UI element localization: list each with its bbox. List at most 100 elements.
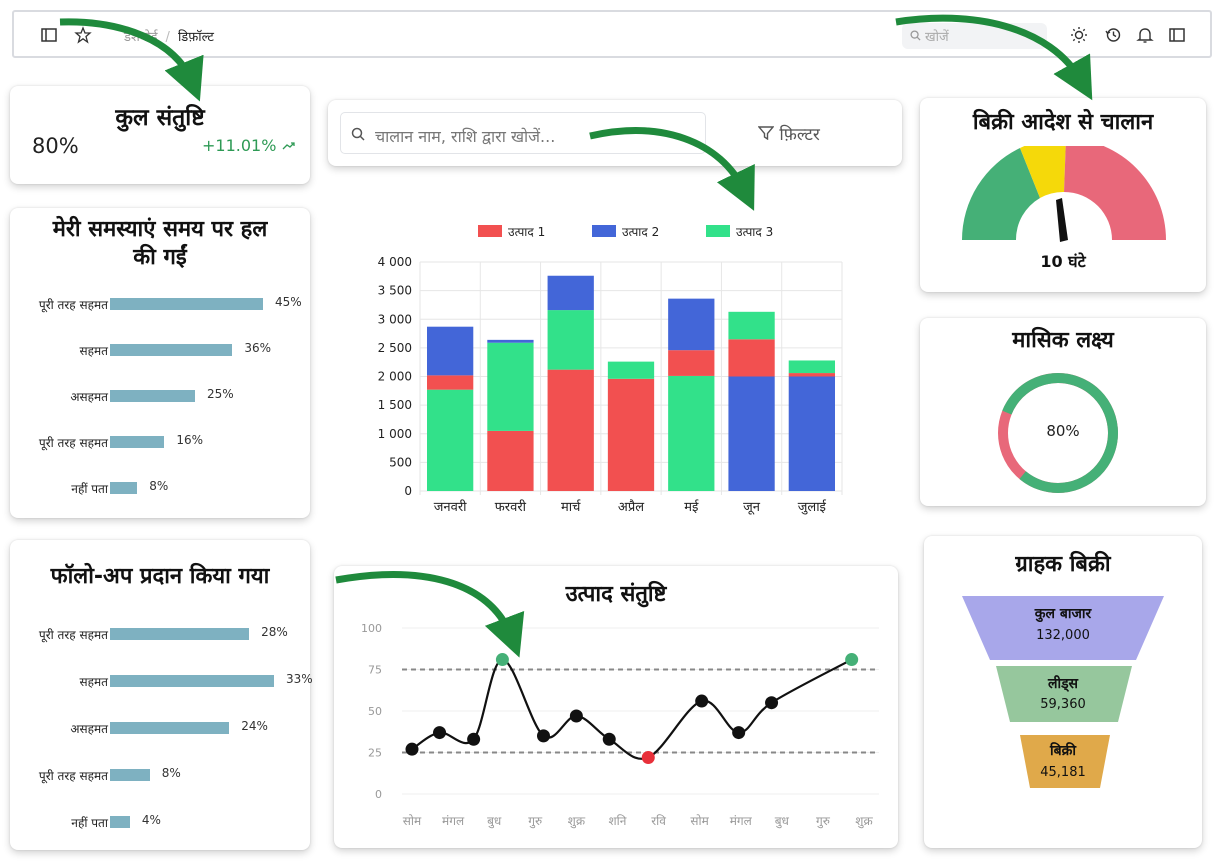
history-icon[interactable] xyxy=(1104,26,1122,44)
bar-row-label: असहमत xyxy=(70,390,108,404)
data-point xyxy=(405,742,419,756)
x-tick-label: जुलाई xyxy=(798,499,827,515)
bar-row-label: नहीं पता xyxy=(71,482,108,496)
x-tick-label: सोम xyxy=(690,814,709,828)
data-point xyxy=(765,696,779,710)
satisfaction-change-value: +11.01% xyxy=(202,136,277,155)
data-point xyxy=(845,653,859,667)
legend-label: उत्पाद 2 xyxy=(622,225,659,239)
bar-row-label: पूरी तरह सहमत xyxy=(38,769,108,783)
bar-row-label: पूरी तरह सहमत xyxy=(38,436,108,450)
star-icon[interactable] xyxy=(74,26,92,44)
bell-icon[interactable] xyxy=(1136,26,1154,44)
y-tick-label: 1 000 xyxy=(378,427,412,441)
bar-segment xyxy=(668,350,715,376)
x-tick-label: रवि xyxy=(651,814,666,828)
resolved-on-time-card: मेरी समस्याएं समय पर हल की गईं पूरी तरह … xyxy=(10,208,310,518)
monthly-target-title: मासिक लक्ष्य xyxy=(1012,328,1114,353)
bar-row: सहमत 33% xyxy=(10,671,313,691)
legend-swatch xyxy=(478,225,502,237)
x-tick-label: जून xyxy=(743,500,761,515)
data-point xyxy=(695,694,709,708)
product-satisfaction-card: उत्पाद संतुष्टि 0 25 50 75 100 सोम मंगल बुध गुरु… xyxy=(334,566,898,848)
gauge-segment-green xyxy=(962,148,1040,240)
x-tick-label: मार्च xyxy=(561,499,581,515)
bar-row-percent: 45% xyxy=(275,295,302,309)
filter-icon xyxy=(757,126,775,141)
funnel-stage-sales xyxy=(1020,735,1110,788)
breadcrumb-parent[interactable]: डैशबोर्ड xyxy=(124,30,158,45)
bar-row: सहमत 36% xyxy=(10,340,310,360)
top-search-input[interactable]: खोजें xyxy=(902,23,1047,49)
trend-up-icon xyxy=(282,142,295,150)
funnel-stage-leads xyxy=(996,666,1132,722)
followup-title: फॉलो-अप प्रदान किया गया xyxy=(50,564,270,589)
bar-segment xyxy=(547,310,594,370)
bar-row-bar xyxy=(110,722,230,734)
top-bar: डैशबोर्ड / डिफ़ॉल्ट खोजें xyxy=(12,10,1212,58)
bar-row-percent: 33% xyxy=(286,672,313,686)
bar-row-label: पूरी तरह सहमत xyxy=(38,628,108,642)
y-tick-label: 0 xyxy=(404,484,412,498)
invoice-gauge-value: 10 घंटे xyxy=(1040,252,1086,271)
bar-segment xyxy=(427,375,474,390)
bar-row-percent: 8% xyxy=(149,479,169,493)
y-tick-label: 0 xyxy=(375,788,382,801)
bar-row: पूरी तरह सहमत 45% xyxy=(10,294,310,314)
data-point xyxy=(569,709,583,723)
filter-button[interactable]: फ़िल्टर xyxy=(757,122,820,145)
x-tick-label: मंगल xyxy=(442,814,465,828)
bar-row: नहीं पता 8% xyxy=(10,478,310,498)
funnel-leads-value: 59,360 xyxy=(1040,697,1086,712)
x-tick-label: मंगल xyxy=(730,814,753,828)
y-tick-label: 1 500 xyxy=(378,398,412,412)
data-point xyxy=(433,726,447,740)
funnel-market-label: कुल बाजार xyxy=(1034,606,1092,622)
gauge-needle xyxy=(1056,198,1068,242)
monthly-target-value: 80% xyxy=(1046,422,1080,440)
bar-row-percent: 24% xyxy=(241,719,268,733)
total-satisfaction-value: 80% xyxy=(32,134,79,158)
resolved-title-line2: की गईं xyxy=(133,245,187,270)
customer-sales-card: ग्राहक बिक्री कुल बाजार 132,000 लीड्स 59… xyxy=(924,536,1202,848)
bar-row-label: नहीं पता xyxy=(71,816,108,830)
gauge-segment-red xyxy=(1064,146,1166,240)
data-point xyxy=(495,653,509,667)
legend-swatch xyxy=(592,225,616,237)
invoice-search-input[interactable]: चालान नाम, राशि द्वारा खोजें... xyxy=(340,112,706,154)
resolved-title-line1: मेरी समस्याएं समय पर हल xyxy=(52,217,268,242)
bar-segment xyxy=(668,298,715,351)
y-tick-label: 50 xyxy=(368,705,382,718)
y-tick-label: 3 500 xyxy=(378,284,412,298)
invoice-gauge-title: बिक्री आदेश से चालान xyxy=(972,110,1154,135)
bar-row-bar xyxy=(110,769,150,781)
x-tick-label: सोम xyxy=(403,814,422,828)
bar-row: नहीं पता 4% xyxy=(10,812,310,832)
x-tick-label: गुरु xyxy=(816,814,831,829)
bar-segment xyxy=(487,342,534,431)
bar-row-percent: 4% xyxy=(141,813,161,827)
bar-row-bar xyxy=(110,482,138,494)
panel-toggle-icon[interactable] xyxy=(1168,26,1186,44)
bar-segment xyxy=(427,389,474,491)
y-tick-label: 25 xyxy=(368,747,382,760)
sales-funnel xyxy=(962,596,1164,788)
x-tick-label: शुक्र xyxy=(568,814,586,829)
followup-card: फॉलो-अप प्रदान किया गया पूरी तरह सहमत 28%… xyxy=(10,540,313,850)
product-satisfaction-title: उत्पाद संतुष्टि xyxy=(565,582,667,607)
bar-row-bar xyxy=(110,816,130,828)
search-icon xyxy=(910,30,921,41)
data-point xyxy=(602,732,616,746)
y-tick-label: 4 000 xyxy=(378,255,412,269)
bar-row-bar xyxy=(110,298,263,310)
bar-row: असहमत 24% xyxy=(10,718,310,738)
total-satisfaction-title: कुल संतुष्टि xyxy=(115,105,205,131)
sun-icon[interactable] xyxy=(1070,26,1088,44)
x-tick-label: शुक्र xyxy=(855,814,873,829)
x-tick-label: अप्रैल xyxy=(618,499,644,515)
bar-row-percent: 16% xyxy=(176,433,204,447)
filter-label: फ़िल्टर xyxy=(779,125,820,145)
top-search-placeholder: खोजें xyxy=(925,30,949,45)
sidebar-toggle-icon[interactable] xyxy=(40,26,58,44)
bar-segment xyxy=(547,369,594,491)
